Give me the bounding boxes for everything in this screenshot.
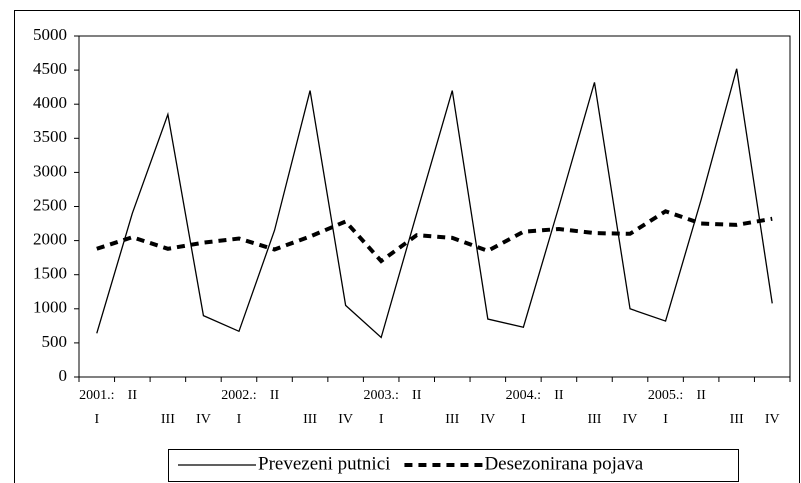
x-tick-label: I (237, 412, 242, 427)
x-tick-label: I (94, 412, 99, 427)
x-tick-label: 2003.: (363, 388, 398, 403)
legend-label: Desezonirana pojava (484, 453, 643, 474)
x-tick-label: II (270, 388, 280, 403)
x-tick-label: 2002.: (221, 388, 256, 403)
chart-frame (14, 10, 800, 483)
y-tick-label: 2500 (33, 195, 67, 214)
x-tick-label: III (445, 412, 459, 427)
x-tick-label: 2001.: (79, 388, 114, 403)
x-tick-label: I (521, 412, 526, 427)
x-tick-label: 2005.: (648, 388, 683, 403)
x-tick-label: III (587, 412, 601, 427)
y-tick-label: 2000 (33, 230, 67, 249)
x-tick-label: IV (196, 412, 211, 427)
x-tick-label: II (128, 388, 138, 403)
x-tick-label: II (554, 388, 564, 403)
y-tick-label: 0 (59, 366, 68, 385)
y-tick-label: 1000 (33, 298, 67, 317)
plot-area (78, 35, 791, 378)
y-tick-label: 4500 (33, 59, 67, 78)
x-tick-label: I (663, 412, 668, 427)
y-tick-label: 5000 (33, 25, 67, 44)
x-tick-label: IV (338, 412, 353, 427)
x-tick-label: 2004.: (506, 388, 541, 403)
legend-label: Prevezeni putnici (258, 453, 390, 474)
y-tick-label: 4000 (33, 93, 67, 112)
x-tick-label: III (730, 412, 744, 427)
y-tick-label: 1500 (33, 264, 67, 283)
y-tick-label: 3000 (33, 161, 67, 180)
x-tick-label: II (696, 388, 706, 403)
x-tick-label: III (303, 412, 317, 427)
y-tick-label: 3500 (33, 127, 67, 146)
x-tick-label: IV (765, 412, 780, 427)
x-tick-label: IV (623, 412, 638, 427)
series-line (96, 68, 773, 339)
y-tick-label: 500 (42, 332, 68, 351)
series-line (96, 209, 773, 264)
x-tick-label: IV (480, 412, 495, 427)
x-tick-label: III (161, 412, 175, 427)
x-tick-label: I (379, 412, 384, 427)
x-tick-label: II (412, 388, 422, 403)
